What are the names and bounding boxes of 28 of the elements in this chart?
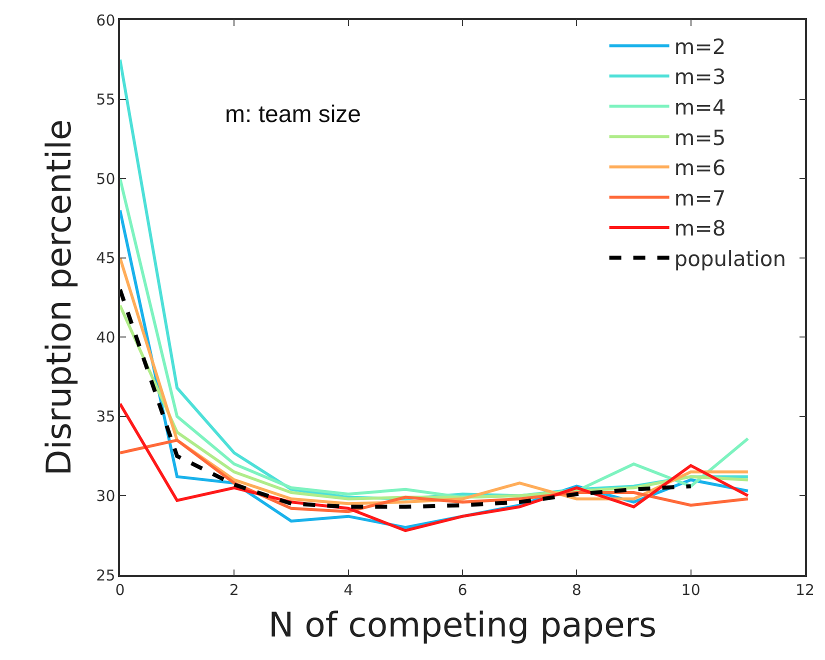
y-tick-label: 50 bbox=[96, 170, 116, 188]
y-tick-label: 55 bbox=[96, 90, 116, 109]
y-tick-label: 35 bbox=[96, 408, 116, 426]
y-tick-label: 40 bbox=[96, 328, 116, 346]
line-series bbox=[120, 402, 750, 532]
y-tick-label: 30 bbox=[96, 486, 116, 505]
line-series bbox=[120, 288, 693, 509]
y-tick-label: 60 bbox=[96, 11, 116, 30]
x-tick-label: 12 bbox=[795, 580, 815, 599]
x-tick-label: 6 bbox=[458, 580, 468, 599]
legend-label: m=6 bbox=[674, 156, 726, 180]
legend-label: m=2 bbox=[674, 34, 726, 59]
legend-label: m=5 bbox=[674, 126, 726, 150]
legend-label: m=4 bbox=[674, 95, 726, 120]
x-tick-label: 10 bbox=[681, 580, 700, 599]
x-tick-label: 4 bbox=[344, 580, 354, 599]
y-tick-label: 45 bbox=[96, 249, 116, 268]
legend-label: m=3 bbox=[674, 65, 726, 90]
x-tick-label: 0 bbox=[115, 580, 125, 599]
legend-label: population bbox=[674, 246, 786, 271]
y-axis-title: Disruption percentile bbox=[39, 119, 80, 476]
legend-label: m=7 bbox=[674, 186, 726, 210]
annotation: m: team size bbox=[225, 101, 362, 128]
x-tick-label: 8 bbox=[572, 580, 582, 599]
y-tick-label: 25 bbox=[96, 566, 116, 584]
x-axis-title: N of competing papers bbox=[268, 606, 657, 646]
x-tick-label: 2 bbox=[229, 580, 239, 599]
legend-label: m=8 bbox=[674, 216, 726, 241]
